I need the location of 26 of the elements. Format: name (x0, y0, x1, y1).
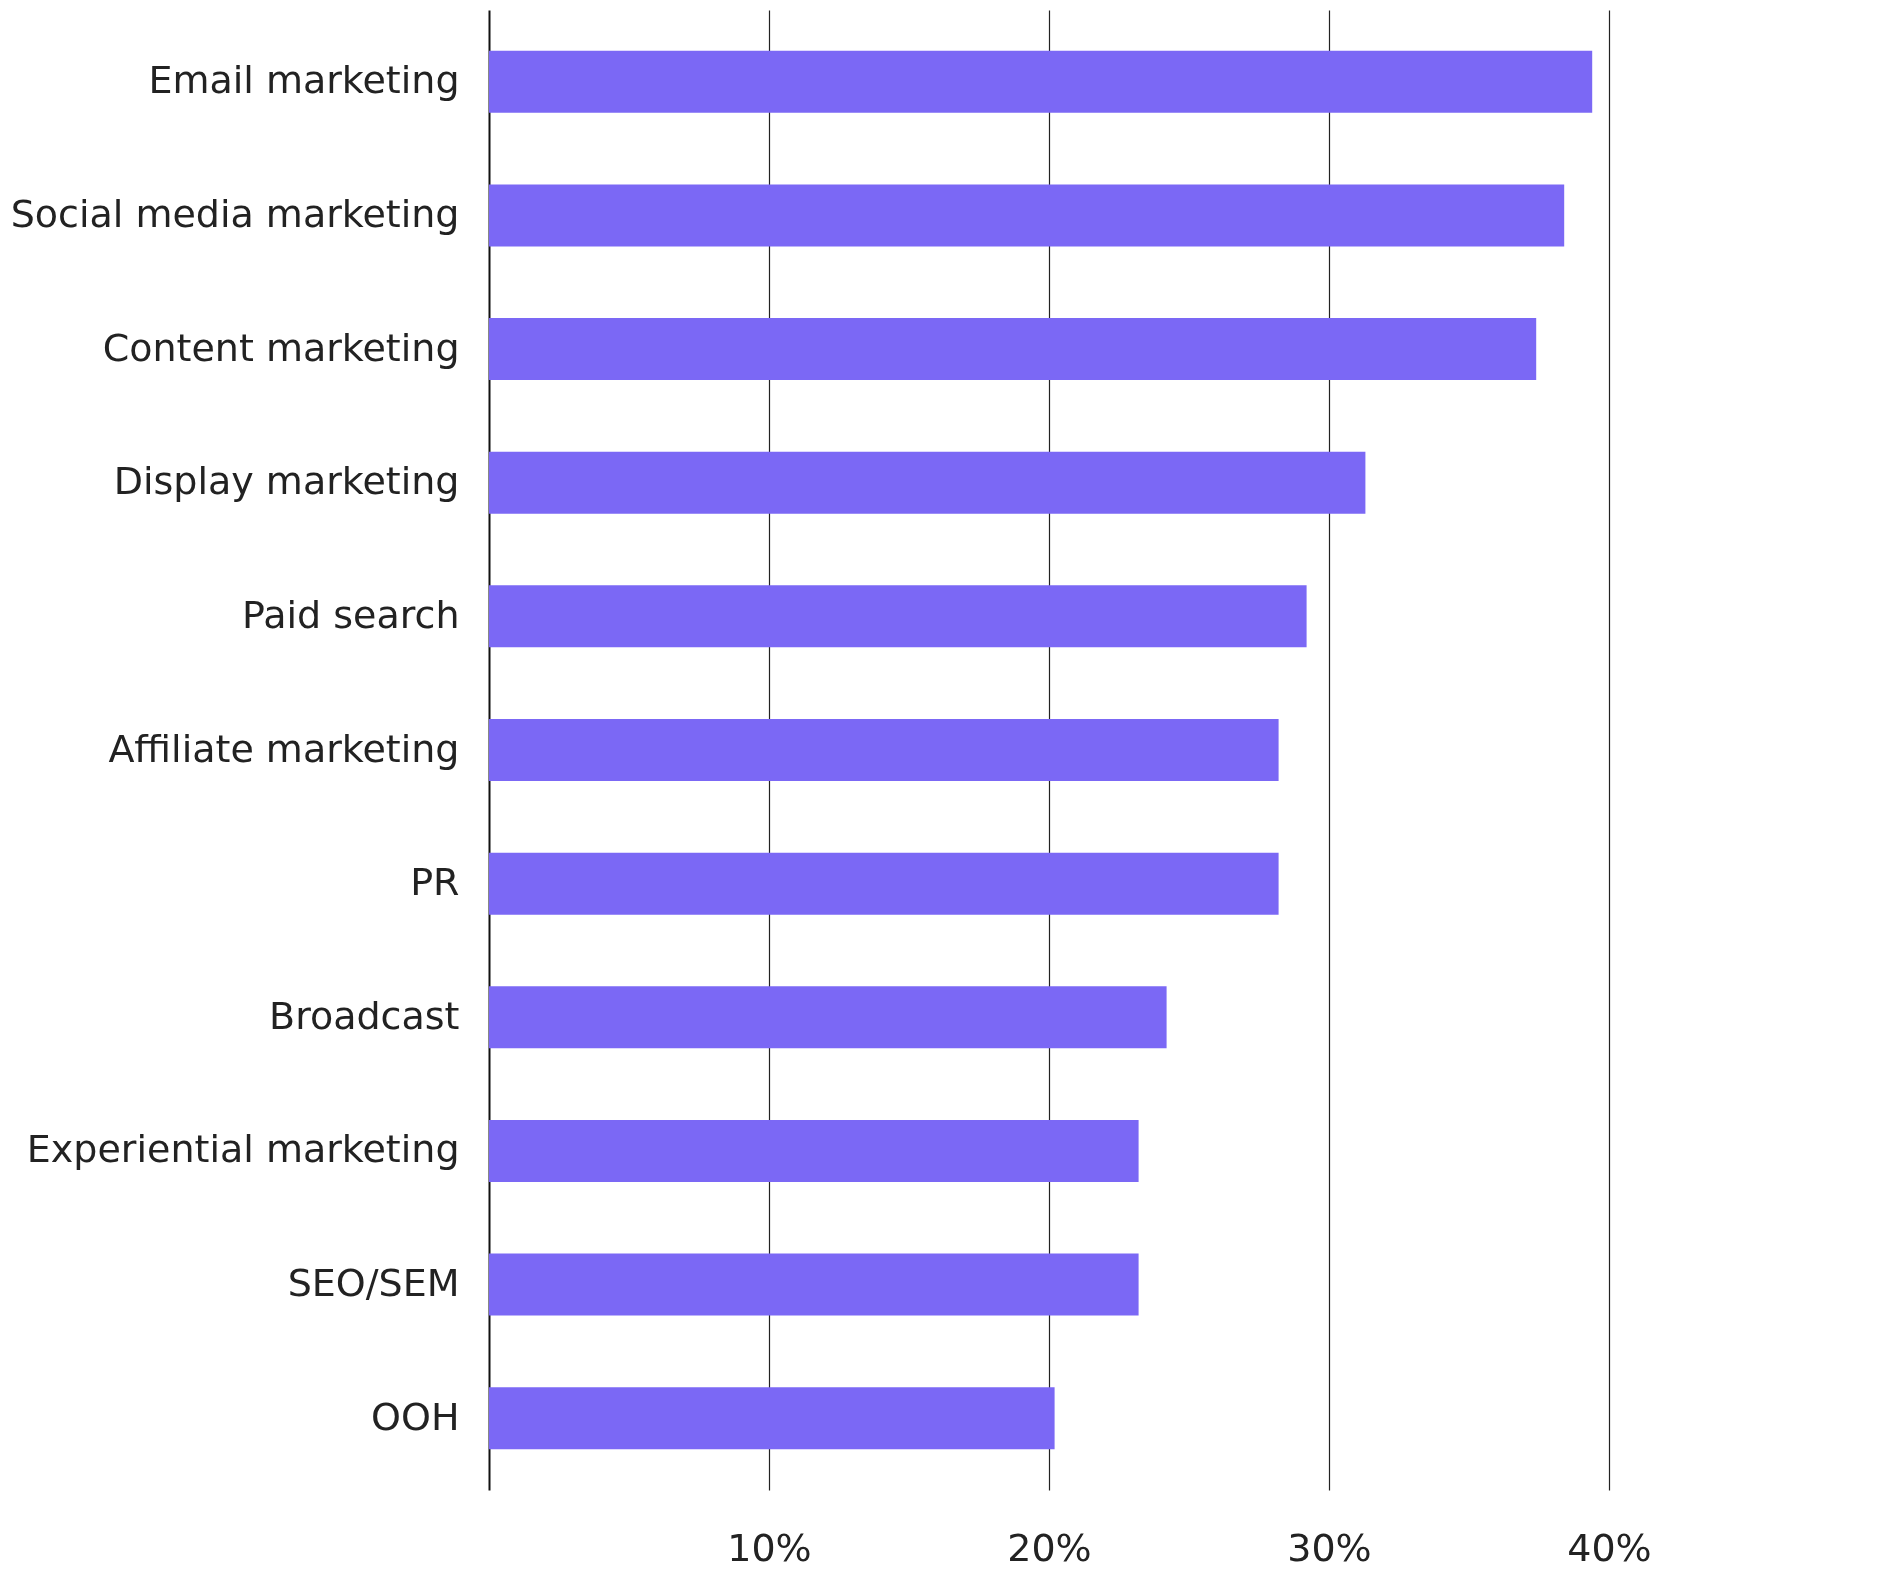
bar (489, 1387, 1055, 1450)
bar (489, 986, 1167, 1049)
y-tick-label: SEO/SEM (287, 1261, 460, 1306)
y-tick-label: Social media marketing (10, 191, 460, 236)
y-tick-label: Experiential marketing (26, 1127, 460, 1172)
x-tick-label: 10% (727, 1525, 812, 1570)
bar (489, 184, 1565, 247)
y-tick-label: Paid search (242, 592, 460, 637)
bar (489, 1253, 1139, 1316)
y-tick-label: Content marketing (102, 325, 460, 370)
y-tick-label: PR (410, 860, 460, 905)
y-tick-label: OOH (371, 1394, 460, 1439)
y-tick-label: Affiliate marketing (108, 726, 460, 771)
bar (489, 1119, 1139, 1182)
bar (489, 585, 1307, 648)
y-tick-label: Broadcast (269, 993, 460, 1038)
bar (489, 318, 1537, 381)
bar (489, 50, 1593, 113)
y-tick-label: Display marketing (113, 459, 460, 504)
x-tick-label: 30% (1287, 1525, 1372, 1570)
bar (489, 852, 1279, 915)
x-tick-label: 40% (1567, 1525, 1652, 1570)
bar (489, 451, 1366, 514)
bar (489, 719, 1279, 781)
x-tick-label: 20% (1007, 1525, 1092, 1570)
y-tick-label: Email marketing (148, 58, 460, 103)
